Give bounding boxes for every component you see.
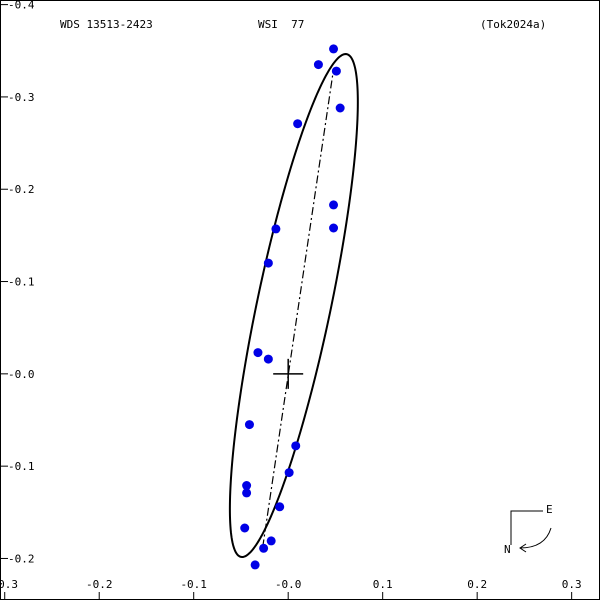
observation-point [253,348,263,358]
observation-point [263,258,273,268]
observation-points [240,44,345,570]
line-of-nodes [262,69,335,548]
observation-point [335,103,345,113]
compass-direction-arrow [519,527,552,549]
x-tick-label: -0.3 [0,578,18,591]
observation-point [291,441,301,451]
observation-point [240,523,250,533]
observation-point [284,468,294,478]
observation-point [242,488,252,498]
x-axis: -0.3 -0.2 -0.1 -0.0 0.1 0.2 0.3 [0,578,582,599]
y-tick-label: -0.2 [8,552,35,565]
observation-point [275,502,285,512]
y-tick-label: -0.0 [8,368,35,381]
y-tick-label: -0.1 [8,276,35,289]
observation-point [271,224,281,234]
x-tick-label: -0.0 [275,578,302,591]
observation-point [242,481,252,491]
primary-star-marker [273,358,304,389]
compass: E N [504,503,553,556]
y-tick-label: -0.2 [8,183,35,196]
y-tick-label: -0.4 [8,0,35,12]
observation-point [331,66,341,76]
observation-point [259,543,269,553]
observation-point [266,536,276,546]
orbit-reference: (Tok2024a) [480,18,546,31]
observation-point [329,200,339,210]
orbit-ellipse [228,53,359,559]
compass-east-label: E [546,503,553,516]
x-tick-label: 0.3 [562,578,582,591]
y-axis: -0.4 -0.3 -0.2 -0.1 -0.0 -0.1 -0.2 [1,0,35,565]
x-tick-label: -0.2 [86,578,113,591]
x-tick-label: 0.2 [467,578,487,591]
y-tick-label: -0.3 [8,91,35,104]
observation-point [263,354,273,364]
x-tick-label: 0.1 [373,578,393,591]
observation-point [329,223,339,233]
discoverer-code: WSI 77 [258,18,304,31]
observation-point [244,420,254,430]
x-tick-label: -0.1 [180,578,207,591]
compass-arrowhead [519,543,527,553]
observation-point [250,560,260,570]
wds-id: WDS 13513-2423 [60,18,153,31]
observation-point [313,60,323,70]
y-tick-label: -0.1 [8,460,35,473]
compass-east-arm [510,510,543,545]
observation-point [293,119,303,129]
compass-north-label: N [504,543,511,556]
observation-point [329,44,339,54]
